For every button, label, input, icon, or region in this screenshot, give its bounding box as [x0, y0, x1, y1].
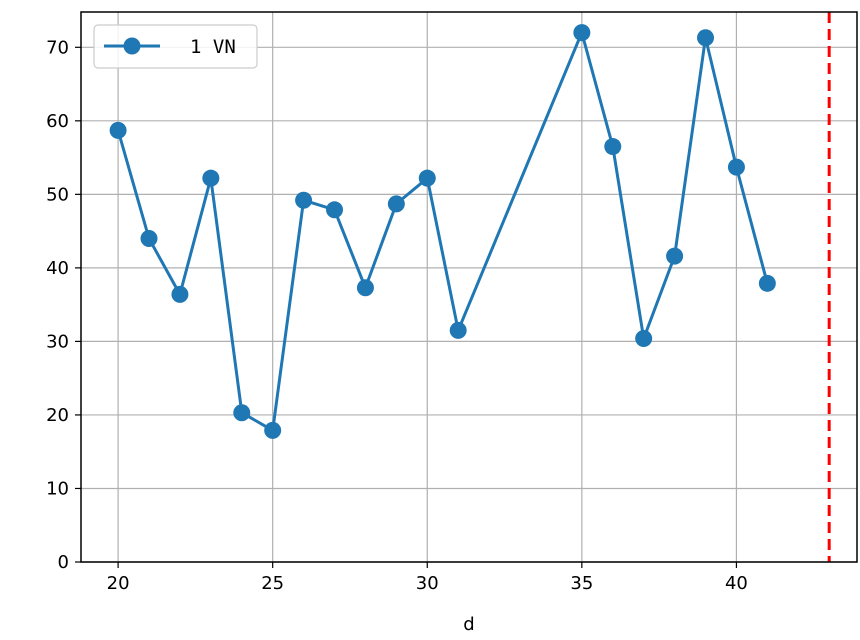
data-point: [449, 321, 467, 339]
data-point: [233, 404, 251, 422]
legend-marker: [123, 37, 141, 55]
data-point: [573, 24, 591, 42]
x-tick-label: 35: [570, 573, 593, 594]
data-point: [387, 195, 405, 213]
data-point: [295, 191, 313, 209]
x-tick-label: 30: [416, 573, 439, 594]
y-tick-label: 0: [58, 552, 69, 573]
data-point: [140, 229, 158, 247]
data-point: [727, 158, 745, 176]
data-point: [326, 201, 344, 219]
data-point: [264, 421, 282, 439]
grid-lines: [81, 12, 857, 563]
data-point: [666, 247, 684, 265]
plot-frame: [80, 11, 858, 563]
x-tick-label: 20: [107, 573, 130, 594]
y-axis-ticks: 0 10 20 30 40 50 60 70: [46, 37, 81, 573]
data-point: [418, 169, 436, 187]
data-point: [171, 285, 189, 303]
legend: 1 VN: [93, 24, 258, 69]
data-point: [697, 29, 715, 47]
legend-box: [93, 24, 258, 69]
y-tick-label: 30: [46, 331, 69, 352]
x-axis-label: d: [463, 614, 474, 635]
data-point: [758, 274, 776, 292]
y-tick-label: 10: [46, 478, 69, 499]
series-line: [116, 31, 769, 432]
data-point: [356, 279, 374, 297]
y-tick-label: 60: [46, 111, 69, 132]
legend-label: 1 VN: [190, 36, 236, 58]
x-axis-ticks: 20 25 30 35 40: [107, 562, 748, 594]
data-point: [202, 169, 220, 187]
y-tick-label: 50: [46, 184, 69, 205]
data-point: [635, 329, 653, 347]
y-tick-label: 20: [46, 405, 69, 426]
data-point: [604, 138, 622, 156]
data-point: [109, 121, 127, 139]
x-tick-label: 40: [725, 573, 748, 594]
x-tick-label: 25: [261, 573, 284, 594]
y-tick-label: 40: [46, 258, 69, 279]
y-tick-label: 70: [46, 37, 69, 58]
series-layer: [109, 24, 776, 439]
